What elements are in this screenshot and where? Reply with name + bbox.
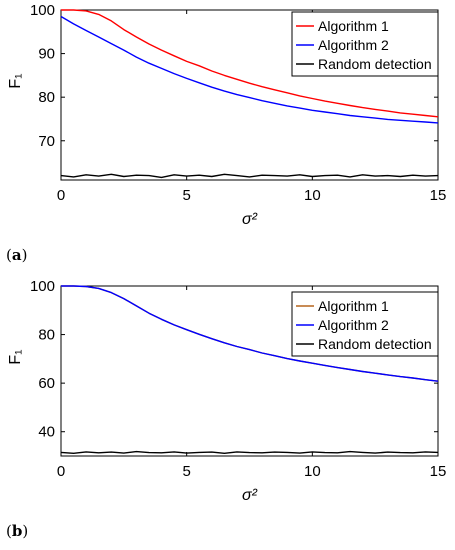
legend-label-3: Random detection (318, 336, 432, 352)
y-tick-label: 100 (30, 278, 55, 295)
series-line-2 (60, 15, 439, 124)
panel-label-b: (b) (6, 522, 29, 540)
panel-label-a: (a) (6, 246, 28, 264)
legend-box (291, 291, 439, 357)
y-tick-label: 80 (38, 89, 55, 106)
legend-box (291, 11, 439, 77)
legend-label-1: Algorithm 1 (318, 298, 389, 314)
chart-b: 0 5 10 15 40 60 80 100 σ² F₁ Algorithm 1 Algorithm … (7, 278, 447, 504)
x-tick-label: 10 (304, 187, 321, 204)
x-tick-label: 0 (57, 187, 65, 204)
y-tick-label: 90 (38, 46, 55, 63)
series-line-3 (60, 450, 439, 455)
legend-label-2: Algorithm 2 (318, 317, 389, 333)
x-axis-label: σ² (242, 211, 258, 228)
series-line-2 (61, 285, 439, 382)
y-tick-label: 70 (38, 133, 55, 150)
y-axis-label: F₁ (7, 73, 24, 88)
chart-a: 0 5 10 15 70 80 90 100 σ² F₁ Algorithm 1 Algorithm … (7, 2, 447, 228)
y-axis-label: F₁ (7, 349, 24, 364)
x-tick-label: 5 (182, 187, 190, 204)
x-tick-label: 15 (430, 463, 447, 480)
x-tick-label: 0 (57, 463, 65, 480)
legend-label-1: Algorithm 1 (318, 18, 389, 34)
series-line-1 (61, 9, 439, 118)
x-tick-label: 15 (430, 187, 447, 204)
x-axis-label: σ² (242, 487, 258, 504)
y-tick-label: 80 (38, 327, 55, 344)
y-tick-label: 100 (30, 2, 55, 19)
y-tick-label: 60 (38, 375, 55, 392)
y-tick-label: 40 (38, 424, 55, 441)
x-tick-label: 10 (304, 463, 321, 480)
series-line-3 (60, 173, 439, 179)
x-tick-label: 5 (182, 463, 190, 480)
legend-label-3: Random detection (318, 56, 432, 72)
legend-label-2: Algorithm 2 (318, 37, 389, 53)
